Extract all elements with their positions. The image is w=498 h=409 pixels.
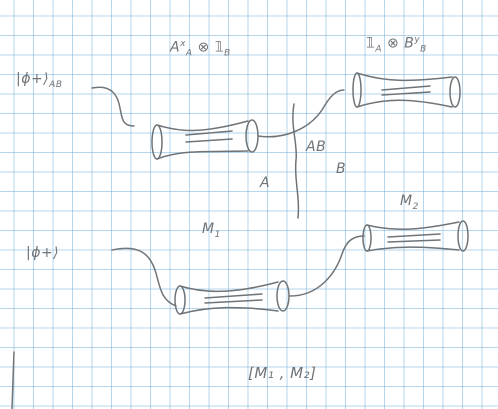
tube-top-right xyxy=(352,72,461,108)
ket-to-tube-arrow xyxy=(91,86,135,127)
commutator-label: [M₁ , M₂] xyxy=(248,364,317,382)
ket-bottom-label: |ϕ+⟩ xyxy=(26,245,60,261)
op-right-label: 𝟙A ⊗ ByB xyxy=(366,35,427,55)
bottom-ket-arrow xyxy=(111,247,177,307)
cut-a-label: A xyxy=(260,175,271,191)
ket-top-label: |ϕ+⟩AB xyxy=(16,71,63,90)
cut-line xyxy=(292,103,300,219)
bottom-connector xyxy=(289,235,365,297)
cut-ab-label: AB xyxy=(306,139,327,155)
tube-top-left xyxy=(151,119,259,160)
tube-bottom-middle xyxy=(174,280,290,315)
m2-label: M2 xyxy=(400,193,419,212)
op-left-label: AxA ⊗ 𝟙B xyxy=(170,39,231,59)
m1-label: M1 xyxy=(202,221,221,240)
cut-b-label: B xyxy=(336,161,347,177)
margin-line xyxy=(11,351,15,409)
tube-bottom-right xyxy=(362,220,469,252)
top-connector xyxy=(257,89,345,138)
